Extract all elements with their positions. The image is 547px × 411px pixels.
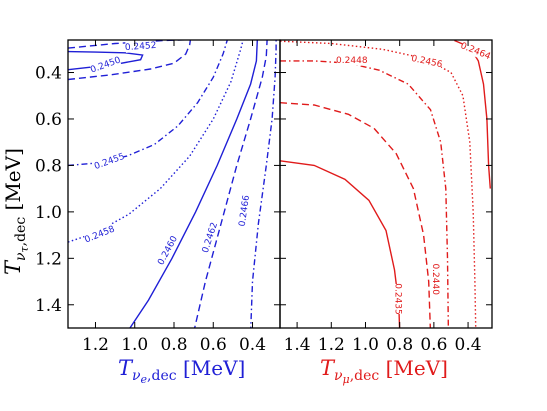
contour-label-bg [430,264,443,295]
left-x-tick-label: 0.4 [239,335,266,355]
right-contour-label: 0.2435 [393,283,403,315]
right-x-tick-label: 0.6 [420,335,447,355]
right-xlabel-subsub: μ [343,373,350,386]
left-contour-label: 0.2466 [238,194,252,227]
contour-label-bg [83,222,116,246]
left-contour-unlabeled-2 [68,40,192,81]
contour-label-bg [198,221,220,254]
right-contour-0.2464 [454,40,491,189]
left-x-axis-title: Tνe,dec [MeV] [118,356,245,386]
left-contour-label-group: 0.2450 [89,53,122,76]
right-xlabel-sub: ν [334,368,343,384]
left-contour-label-group: 0.2466 [235,194,252,227]
contour-label-bg [235,195,252,227]
ylabel-subsub: τ [18,245,31,252]
right-contour-label-group: 0.2435 [393,283,405,315]
left-x-tick-label: 0.6 [200,335,227,355]
ylabel-unit: [MeV] [1,148,25,217]
right-contour-label-group: 0.2440 [430,263,443,295]
right-xlabel-main: T [320,356,336,380]
ylabel-subtail: ,dec [13,217,29,247]
left-xlabel-main: T [118,356,134,380]
y-tick-label: 1.4 [35,296,62,316]
left-xlabel-sub: ν [132,368,141,384]
y-tick-label: 0.8 [35,156,62,176]
ylabel-main: T [1,259,25,275]
left-x-tick-label: 0.8 [160,335,187,355]
left-x-tick-label: 1.0 [121,335,148,355]
left-contour-label-group: 0.2452 [125,38,157,53]
contour-label-bg [336,53,367,66]
right-x-axis-title: Tνμ,dec [MeV] [320,356,448,386]
left-contour-label-group: 0.2458 [83,222,117,246]
right-panel-frame [279,39,493,329]
y-tick-label: 0.4 [35,64,62,84]
y-tick-label: 1.2 [35,249,62,269]
left-xlabel-subtail: ,dec [147,368,177,384]
right-x-tick-label: 1.4 [284,335,311,355]
contour-label-bg [125,38,156,53]
right-contour-0.2456 [280,40,477,328]
y-axis-title: Tντ,dec [MeV] [1,148,31,275]
contour-label-bg [392,284,405,314]
right-xlabel-subtail: ,dec [350,368,380,384]
right-x-tick-label: 0.8 [386,335,413,355]
right-xlabel-unit: [MeV] [379,356,448,380]
right-contour-0.2440 [280,102,432,328]
left-contour-label: 0.2452 [125,41,157,53]
contour-label-bg [93,150,126,172]
right-contour-label-group: 0.2464 [459,39,492,62]
right-x-tick-label: 1.2 [318,335,345,355]
left-contour-label-group: 0.2455 [93,150,126,172]
y-tick-label: 0.6 [35,110,62,130]
right-x-tick-label: 1.0 [352,335,379,355]
contour-label-bg [411,51,443,70]
left-contour-0.2455 [68,40,229,167]
left-contour-0.2466 [250,40,277,328]
right-contour-label-group: 0.2456 [410,51,443,70]
left-panel-frame [67,39,281,329]
ylabel-sub: ν [13,252,29,261]
contour-label-bg [89,53,122,76]
right-contour-label-group: 0.2448 [336,53,368,66]
left-contour-0.2460 [129,40,259,328]
right-contour-0.2448 [280,60,450,328]
right-contour-label: 0.2456 [410,54,443,70]
contour-label-bg [154,234,180,267]
right-contour-0.2435 [280,160,401,328]
right-x-tick-label: 0.4 [455,335,482,355]
left-contour-label-group: 0.2462 [198,221,220,254]
right-contour-label: 0.2440 [430,263,440,295]
left-xlabel-unit: [MeV] [177,356,246,380]
left-x-tick-label: 1.2 [82,335,109,355]
left-xlabel-subsub: e [141,373,148,386]
right-contour-label: 0.2448 [336,56,368,66]
y-tick-label: 1.0 [35,203,62,223]
